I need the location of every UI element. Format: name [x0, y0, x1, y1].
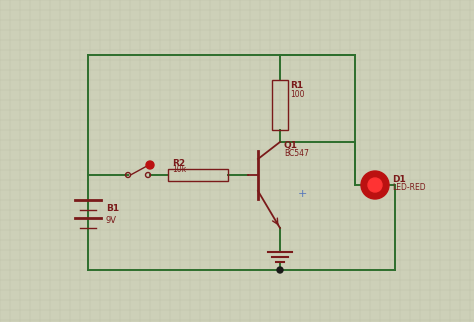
Bar: [272, 80, 288, 130]
Circle shape: [146, 161, 154, 169]
Text: Q1: Q1: [284, 141, 298, 150]
Circle shape: [277, 267, 283, 273]
Text: LED-RED: LED-RED: [392, 183, 426, 192]
Text: BC547: BC547: [284, 149, 309, 158]
Text: 10k: 10k: [172, 165, 186, 174]
Text: +: +: [298, 189, 307, 199]
Text: D1: D1: [392, 175, 406, 184]
Circle shape: [361, 171, 389, 199]
Circle shape: [368, 178, 382, 192]
Text: R2: R2: [172, 159, 185, 168]
Text: 9V: 9V: [106, 215, 117, 224]
Text: 100: 100: [290, 90, 304, 99]
Text: R1: R1: [290, 81, 303, 90]
Text: B1: B1: [106, 204, 119, 213]
Bar: [168, 169, 228, 181]
